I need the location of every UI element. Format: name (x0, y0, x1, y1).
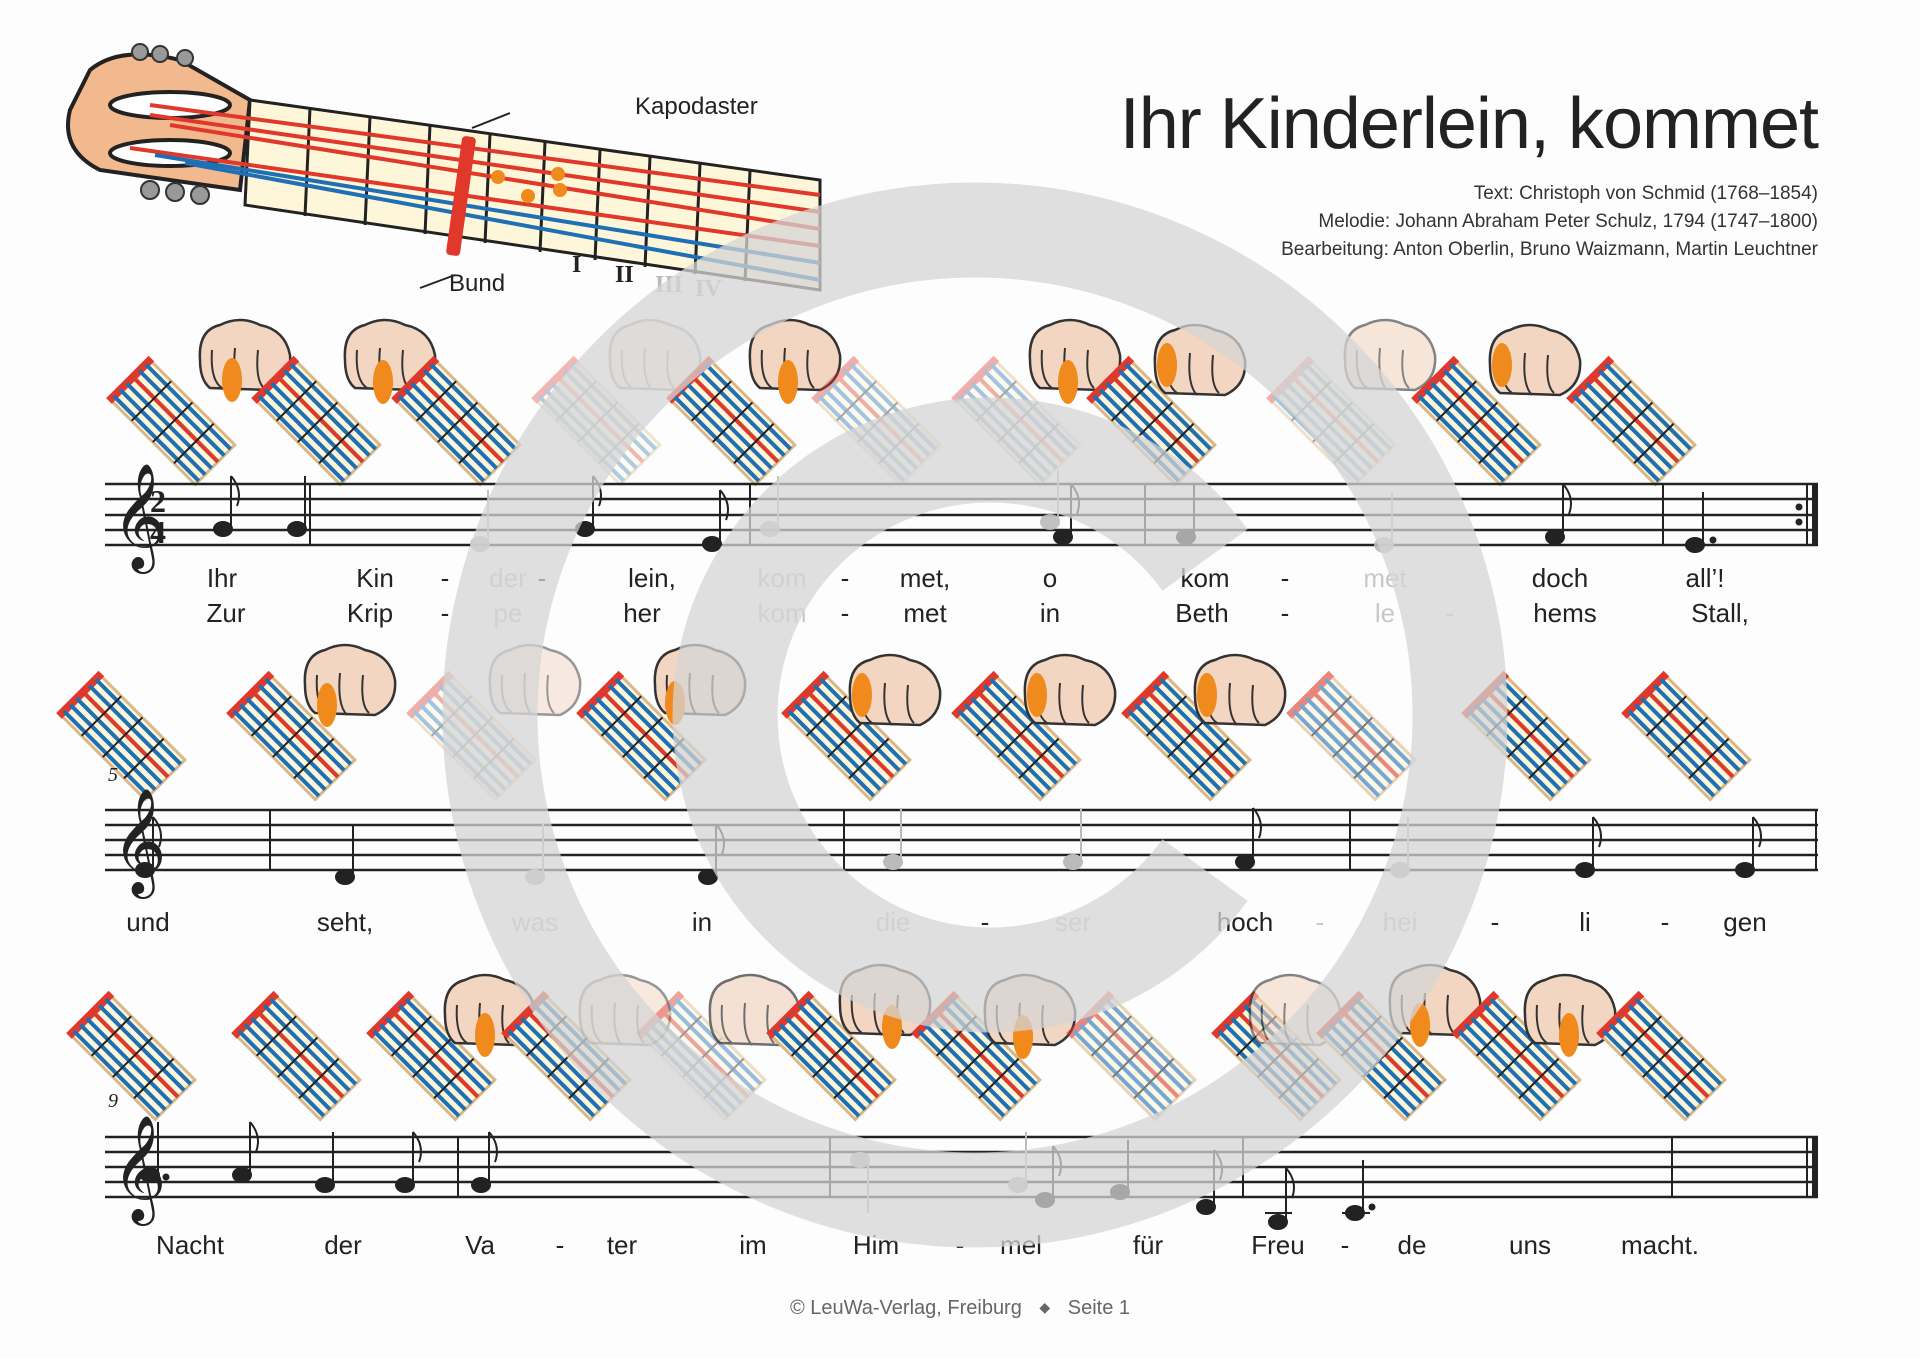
lyric-syllable: mel (1000, 1230, 1042, 1260)
lyric-syllable: Krip (346, 598, 394, 628)
lyric-hyphen: - (555, 1230, 565, 1260)
lyric-hyphen: - (1660, 907, 1670, 937)
lyric-syllable: doch (1531, 563, 1589, 593)
lyric-syllable: Kin (356, 563, 394, 593)
footer-separator: ◆ (1039, 1299, 1051, 1315)
credit-text: Text: Christoph von Schmid (1768–1854) (1473, 183, 1818, 204)
lyric-hyphen: - (955, 1230, 965, 1260)
lyric-syllable: Zur (206, 598, 246, 628)
lyric-syllable: kom (757, 563, 807, 593)
lyric-syllable: le (1374, 598, 1396, 628)
lyric-hyphen: - (1445, 598, 1455, 628)
svg-text:2: 2 (150, 483, 166, 519)
treble-clef-1: 𝄞 (112, 462, 166, 574)
measure-number-5: 5 (108, 764, 118, 786)
song-title: Ihr Kinderlein, kommet (1119, 84, 1819, 164)
lyric-syllable: Beth (1175, 598, 1229, 628)
lyric-hyphen: - (1490, 907, 1500, 937)
lyric-syllable: o (1042, 563, 1058, 593)
lyric-syllable: im (739, 1230, 767, 1260)
lyric-hyphen: - (537, 563, 547, 593)
measure-number-9: 9 (108, 1090, 118, 1112)
lyric-syllable: hems (1533, 598, 1597, 628)
repeat-dots (1795, 503, 1803, 526)
lyric-syllable: Freu (1251, 1230, 1305, 1260)
lyric-syllable: in (691, 907, 713, 937)
lyric-hyphen: - (1280, 598, 1290, 628)
lyric-syllable: met (1363, 563, 1407, 593)
page-footer: © LeuWa-Verlag, Freiburg ◆ Seite 1 (0, 1297, 1920, 1320)
lyric-hyphen: - (840, 563, 850, 593)
lyric-syllable: kom (757, 598, 807, 628)
lyric-hyphen: - (1280, 563, 1290, 593)
lyric-hyphen: - (1315, 907, 1325, 937)
lyric-syllable: der (489, 563, 527, 593)
lyric-syllable: ser (1054, 907, 1092, 937)
lyric-syllable: Ihr (206, 563, 238, 593)
lyric-syllable: Him (852, 1230, 900, 1260)
lyric-hyphen: - (1340, 1230, 1350, 1260)
lyric-syllable: lein, (628, 563, 676, 593)
lyric-syllable: Stall, (1691, 598, 1749, 628)
page-number: Seite 1 (1067, 1297, 1131, 1319)
lyric-syllable: hoch (1216, 907, 1274, 937)
lyric-syllable: met (903, 598, 947, 628)
lyric-syllable: all’! (1685, 563, 1725, 593)
lyric-syllable: der (324, 1230, 362, 1260)
lyric-syllable: li (1579, 907, 1591, 937)
lyric-hyphen: - (440, 563, 450, 593)
lyric-syllable: ter (606, 1230, 638, 1260)
lyric-syllable: für (1132, 1230, 1164, 1260)
treble-clef-2: 𝄞 (112, 787, 166, 899)
lyric-syllable: gen (1723, 907, 1767, 937)
lyric-syllable: seht, (316, 907, 374, 937)
lyric-syllable: de (1397, 1230, 1427, 1260)
staff-system-3 (105, 1135, 1818, 1199)
lyric-syllable: in (1039, 598, 1061, 628)
lyric-syllable: met, (899, 563, 951, 593)
lyric-syllable: uns (1509, 1230, 1551, 1260)
lyric-syllable: Va (465, 1230, 495, 1260)
lyric-hyphen: - (840, 598, 850, 628)
lyric-syllable: macht. (1620, 1230, 1700, 1260)
svg-text:4: 4 (150, 514, 166, 550)
lyric-syllable: kom (1180, 563, 1230, 593)
lyric-syllable: her (623, 598, 661, 628)
lyric-hyphen: - (980, 907, 990, 937)
staff-system-2 (105, 808, 1818, 872)
lyric-syllable: was (511, 907, 559, 937)
lyric-syllable: pe (493, 598, 523, 628)
capo-label: Kapodaster (635, 93, 758, 120)
lyric-syllable: die (875, 907, 911, 937)
lyric-hyphen: - (440, 598, 450, 628)
lyric-syllable: und (126, 907, 170, 937)
lyric-syllable: Nacht (156, 1230, 224, 1260)
lyric-syllable: hei (1382, 907, 1418, 937)
publisher-text: © LeuWa-Verlag, Freiburg (789, 1297, 1022, 1319)
